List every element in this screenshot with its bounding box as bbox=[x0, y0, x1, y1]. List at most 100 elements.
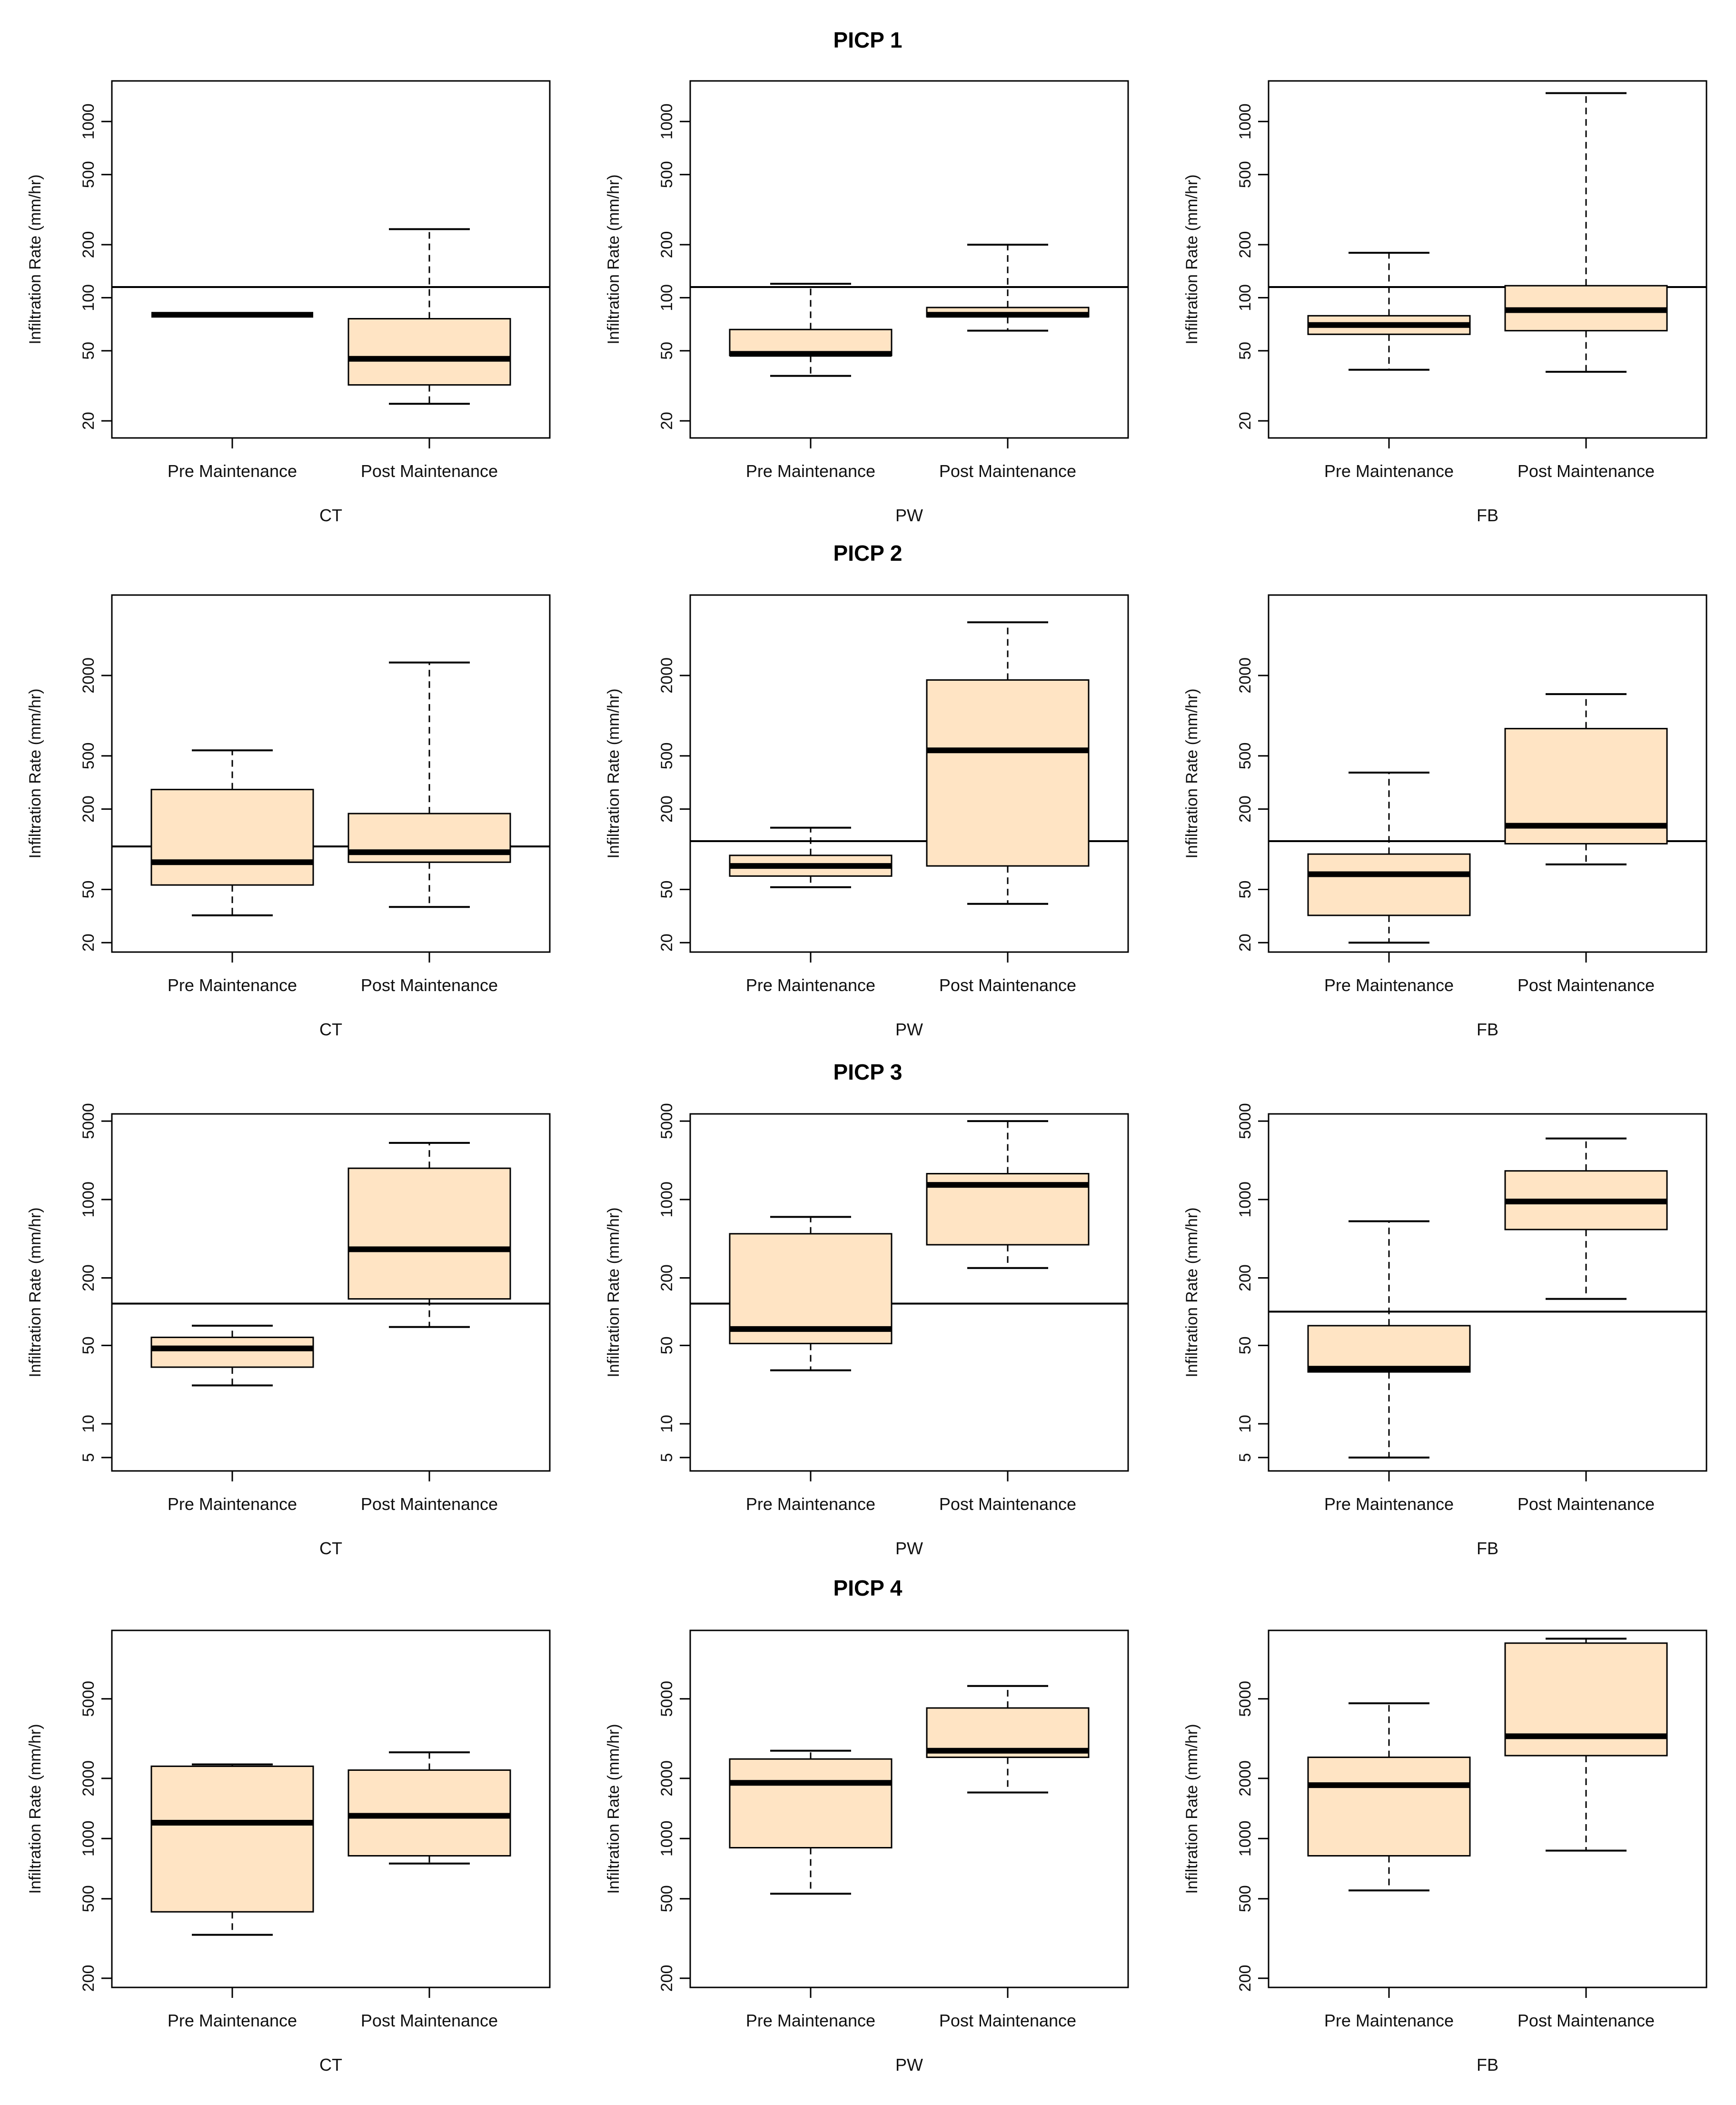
y-tick-label: 1000 bbox=[658, 103, 676, 139]
plot-frame bbox=[111, 594, 551, 953]
x-tick-label: Pre Maintenance bbox=[1324, 975, 1454, 995]
y-tick-label: 5 bbox=[79, 1453, 98, 1462]
y-tick-label: 500 bbox=[1236, 161, 1254, 188]
x-tick-label: Post Maintenance bbox=[939, 2011, 1076, 2030]
y-axis-title: Infiltration Rate (mm/hr) bbox=[605, 1207, 623, 1377]
plot-frame bbox=[689, 594, 1129, 953]
x-tick-label: Post Maintenance bbox=[1518, 1494, 1655, 1514]
iqr-box bbox=[150, 1765, 314, 1913]
y-tick-label: 500 bbox=[1236, 1885, 1254, 1912]
iqr-box bbox=[1307, 853, 1471, 916]
x-tick-label: Pre Maintenance bbox=[168, 1494, 297, 1514]
y-tick-label: 500 bbox=[658, 743, 676, 770]
y-tick-label: 5000 bbox=[658, 1681, 676, 1717]
y-tick-label: 500 bbox=[79, 743, 98, 770]
y-axis-title: Infiltration Rate (mm/hr) bbox=[26, 688, 44, 858]
chart-panel: 20 50 200 500 2000 Infiltration Rate (mm/hr) P… bbox=[26, 594, 551, 1039]
chart-panel: 200 500 1000 2000 5000 Infiltration Rate (mm/… bbox=[1183, 1629, 1707, 2075]
y-tick-label: 1000 bbox=[1236, 103, 1254, 139]
y-axis-title: Infiltration Rate (mm/hr) bbox=[26, 1207, 44, 1377]
panel-xlabel: FB bbox=[1477, 1539, 1498, 1558]
plot-frame bbox=[111, 1113, 551, 1472]
x-tick-label: Post Maintenance bbox=[939, 1494, 1076, 1514]
chart-panel: 20 50 100 200 500 1000 Infiltration Rate (mm/h… bbox=[605, 80, 1129, 525]
plot-frame bbox=[111, 1629, 551, 1988]
x-tick-label: Pre Maintenance bbox=[746, 975, 875, 995]
x-tick-label: Post Maintenance bbox=[361, 975, 498, 995]
y-tick-label: 200 bbox=[79, 1264, 98, 1291]
row-title: PICP 4 bbox=[833, 1576, 903, 1600]
x-tick-label: Post Maintenance bbox=[361, 2011, 498, 2030]
y-tick-label: 10 bbox=[79, 1415, 98, 1433]
y-tick-label: 5000 bbox=[79, 1681, 98, 1717]
y-axis-title: Infiltration Rate (mm/hr) bbox=[605, 174, 623, 344]
iqr-box bbox=[150, 789, 314, 886]
x-tick-label: Post Maintenance bbox=[939, 975, 1076, 995]
x-tick-label: Post Maintenance bbox=[1518, 461, 1655, 481]
y-tick-label: 1000 bbox=[658, 1820, 676, 1857]
panel-xlabel: PW bbox=[895, 506, 923, 525]
y-tick-label: 500 bbox=[79, 1885, 98, 1912]
x-tick-label: Post Maintenance bbox=[939, 461, 1076, 481]
y-tick-label: 100 bbox=[79, 284, 98, 311]
panel-xlabel: CT bbox=[319, 1539, 342, 1558]
iqr-box bbox=[1307, 1757, 1471, 1857]
y-tick-label: 2000 bbox=[658, 1760, 676, 1797]
y-tick-label: 10 bbox=[1236, 1415, 1254, 1433]
y-tick-label: 500 bbox=[79, 161, 98, 188]
y-tick-label: 500 bbox=[658, 161, 676, 188]
panel-xlabel: FB bbox=[1477, 1020, 1498, 1039]
row-title: PICP 3 bbox=[833, 1060, 903, 1084]
iqr-box bbox=[926, 679, 1090, 867]
x-tick-label: Post Maintenance bbox=[361, 461, 498, 481]
panel-xlabel: CT bbox=[319, 506, 342, 525]
y-tick-label: 200 bbox=[658, 1965, 676, 1992]
iqr-box bbox=[729, 1233, 893, 1344]
x-tick-label: Pre Maintenance bbox=[168, 461, 297, 481]
chart-panel: 5 10 50 200 1000 5000 Infiltration Rate (mm/hr… bbox=[1183, 1103, 1707, 1558]
x-tick-label: Post Maintenance bbox=[1518, 2011, 1655, 2030]
y-tick-label: 200 bbox=[79, 795, 98, 823]
x-tick-label: Pre Maintenance bbox=[1324, 1494, 1454, 1514]
y-tick-label: 20 bbox=[79, 412, 98, 430]
y-tick-label: 200 bbox=[1236, 1965, 1254, 1992]
y-tick-label: 20 bbox=[1236, 933, 1254, 952]
y-tick-label: 2000 bbox=[1236, 1760, 1254, 1797]
iqr-box bbox=[150, 1336, 314, 1368]
panel-xlabel: FB bbox=[1477, 506, 1498, 525]
chart-panel: 5 10 50 200 1000 5000 Infiltration Rate (mm/hr… bbox=[605, 1103, 1129, 1558]
y-axis-title: Infiltration Rate (mm/hr) bbox=[1183, 1207, 1201, 1377]
y-tick-label: 200 bbox=[79, 231, 98, 258]
y-tick-label: 200 bbox=[658, 795, 676, 823]
y-tick-label: 50 bbox=[658, 881, 676, 899]
y-tick-label: 1000 bbox=[79, 1182, 98, 1218]
y-tick-label: 50 bbox=[1236, 342, 1254, 360]
y-tick-label: 2000 bbox=[658, 657, 676, 694]
y-tick-label: 200 bbox=[79, 1965, 98, 1992]
y-tick-label: 50 bbox=[79, 1336, 98, 1354]
x-tick-label: Pre Maintenance bbox=[168, 2011, 297, 2030]
plot-frame bbox=[689, 1629, 1129, 1988]
y-axis-title: Infiltration Rate (mm/hr) bbox=[26, 1724, 44, 1894]
x-tick-label: Pre Maintenance bbox=[746, 2011, 875, 2030]
y-axis-title: Infiltration Rate (mm/hr) bbox=[1183, 174, 1201, 344]
y-tick-label: 2000 bbox=[1236, 657, 1254, 694]
panel-xlabel: FB bbox=[1477, 2055, 1498, 2075]
y-tick-label: 20 bbox=[658, 412, 676, 430]
y-tick-label: 200 bbox=[1236, 231, 1254, 258]
chart-panel: 20 50 200 500 2000 Infiltration Rate (mm/hr) P… bbox=[605, 594, 1129, 1039]
y-tick-label: 500 bbox=[1236, 743, 1254, 770]
x-tick-label: Pre Maintenance bbox=[168, 975, 297, 995]
y-tick-label: 200 bbox=[658, 231, 676, 258]
y-tick-label: 100 bbox=[658, 284, 676, 311]
y-tick-label: 2000 bbox=[79, 657, 98, 694]
panel-xlabel: PW bbox=[895, 1020, 923, 1039]
y-tick-label: 5 bbox=[1236, 1453, 1254, 1462]
y-tick-label: 1000 bbox=[1236, 1182, 1254, 1218]
chart-panel: 20 50 100 200 500 1000 Infiltration Rate (mm/h… bbox=[1183, 80, 1707, 525]
plot-frame bbox=[1268, 1113, 1707, 1472]
iqr-box bbox=[729, 1758, 893, 1848]
y-tick-label: 50 bbox=[79, 342, 98, 360]
panel-xlabel: CT bbox=[319, 2055, 342, 2075]
y-tick-label: 200 bbox=[1236, 795, 1254, 823]
